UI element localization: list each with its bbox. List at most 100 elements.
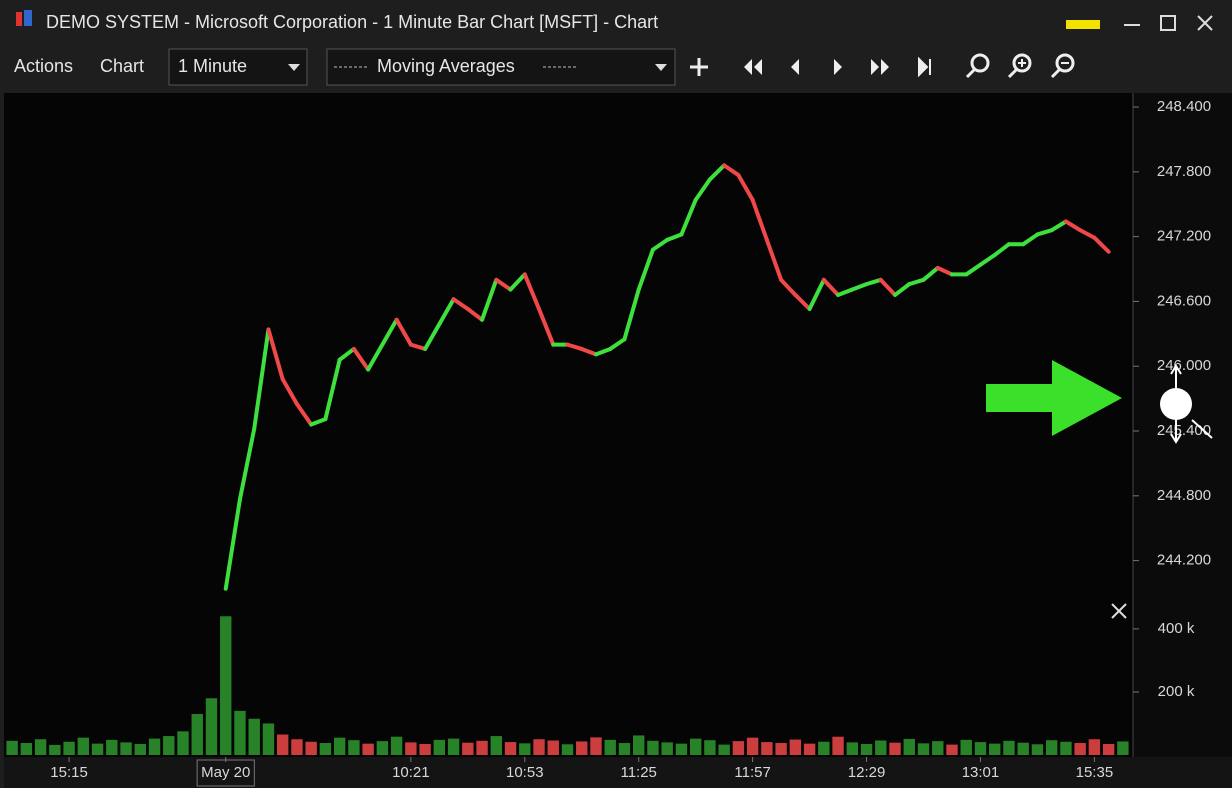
volume-bar [604, 739, 616, 755]
volume-bar [647, 740, 659, 755]
price-segment [408, 342, 428, 351]
maximize-button[interactable] [1160, 15, 1176, 31]
next-button[interactable] [834, 59, 842, 75]
y-tick-label: 246.600 [1157, 292, 1211, 309]
volume-bar [205, 698, 218, 755]
price-segment [565, 342, 584, 351]
volume-bar [6, 740, 18, 755]
volume-bar [917, 743, 930, 755]
volume-bar [846, 742, 859, 755]
volume-bar [746, 737, 759, 755]
interval-value: 1 Minute [178, 56, 247, 76]
price-segment [750, 197, 769, 242]
x-tick-label: May 20 [201, 764, 250, 781]
price-segment [309, 417, 328, 427]
fast-forward-button[interactable] [871, 59, 889, 75]
zoom-out-button[interactable] [1055, 53, 1075, 73]
price-segment [423, 322, 442, 351]
price-segment [280, 377, 299, 407]
price-segment [537, 306, 556, 347]
price-segment [508, 272, 527, 292]
price-segment [935, 265, 954, 277]
price-segment [1078, 228, 1097, 240]
window-title: DEMO SYSTEM - Microsoft Corporation - 1 … [46, 12, 658, 32]
prev-button[interactable] [791, 59, 799, 75]
first-button[interactable] [744, 59, 762, 75]
volume-bar [875, 740, 887, 755]
study-dropdown[interactable] [326, 48, 676, 86]
volume-bar [220, 616, 232, 755]
price-segment [665, 232, 684, 242]
y-tick-label: 244.200 [1157, 552, 1211, 569]
volume-bar [291, 739, 303, 755]
volume-bar [91, 743, 104, 755]
price-segment [522, 272, 542, 311]
volume-bar [148, 738, 161, 755]
price-segment [650, 237, 670, 252]
price-segment [707, 163, 727, 182]
last-button[interactable] [918, 56, 931, 78]
menu-actions[interactable]: Actions [14, 56, 73, 76]
volume-bar [661, 742, 673, 755]
zoom-plus [1018, 59, 1026, 67]
add-button[interactable] [690, 58, 708, 76]
volume-bar [248, 718, 260, 755]
cursor-arrows [1170, 364, 1213, 444]
price-segment [821, 277, 841, 297]
x-tick-label: 12:29 [848, 764, 886, 781]
volume-bar [1074, 743, 1086, 755]
price-segment [864, 277, 883, 287]
link-color[interactable] [1066, 20, 1100, 29]
price-segment [636, 247, 655, 292]
volume-bar [1031, 744, 1044, 755]
price-segment [1063, 219, 1083, 233]
volume-bar [1060, 741, 1072, 755]
price-segment [921, 265, 940, 282]
x-tick-label: 11:57 [734, 764, 770, 781]
price-segment [992, 242, 1011, 257]
y-tick-label: 246.000 [1157, 357, 1211, 374]
x-tick-label: 10:21 [392, 764, 430, 781]
study-value: Moving Averages [377, 56, 515, 76]
price-segment [593, 346, 613, 357]
price-segment [480, 277, 499, 322]
volume-bar [860, 743, 873, 755]
volume-bar [20, 743, 33, 755]
app-icon [16, 12, 22, 26]
volume-bar [803, 743, 816, 755]
price-segment [793, 292, 812, 311]
interval-dropdown[interactable] [168, 48, 308, 86]
price-segment [252, 327, 271, 431]
volume-bar [1088, 739, 1101, 755]
price-segment [736, 173, 755, 202]
volume-bar [618, 743, 631, 755]
volume-bar [718, 744, 730, 755]
search-button[interactable] [970, 53, 990, 73]
volume-bar [832, 736, 844, 755]
volume-bar [689, 738, 702, 755]
price-segment [978, 252, 997, 267]
menu-chart[interactable]: Chart [100, 56, 144, 76]
price-segment [337, 346, 356, 362]
volume-bar [276, 734, 289, 755]
close-button[interactable] [1197, 15, 1213, 31]
zoom-in-button[interactable] [1012, 53, 1032, 73]
close-pane-button[interactable] [1111, 603, 1127, 619]
volume-bar [34, 739, 47, 755]
price-segment [878, 277, 898, 297]
price-segment [1092, 235, 1111, 254]
price-segment [366, 342, 385, 372]
volume-bar [547, 740, 559, 755]
volume-bar [932, 741, 944, 755]
price-segment [608, 337, 627, 351]
volume-bar [1117, 741, 1129, 755]
y-tick-label: 247.800 [1157, 163, 1211, 180]
volume-bar [761, 742, 773, 755]
volume-bar [946, 744, 958, 755]
zoom-handle [1007, 68, 1018, 79]
x-tick-label: 11:25 [620, 764, 656, 781]
volume-bar [490, 736, 502, 755]
volume-bar [376, 741, 389, 755]
price-segment [679, 197, 698, 237]
marks: 244.200244.800245.400246.000246.600247.2… [6, 98, 1211, 787]
